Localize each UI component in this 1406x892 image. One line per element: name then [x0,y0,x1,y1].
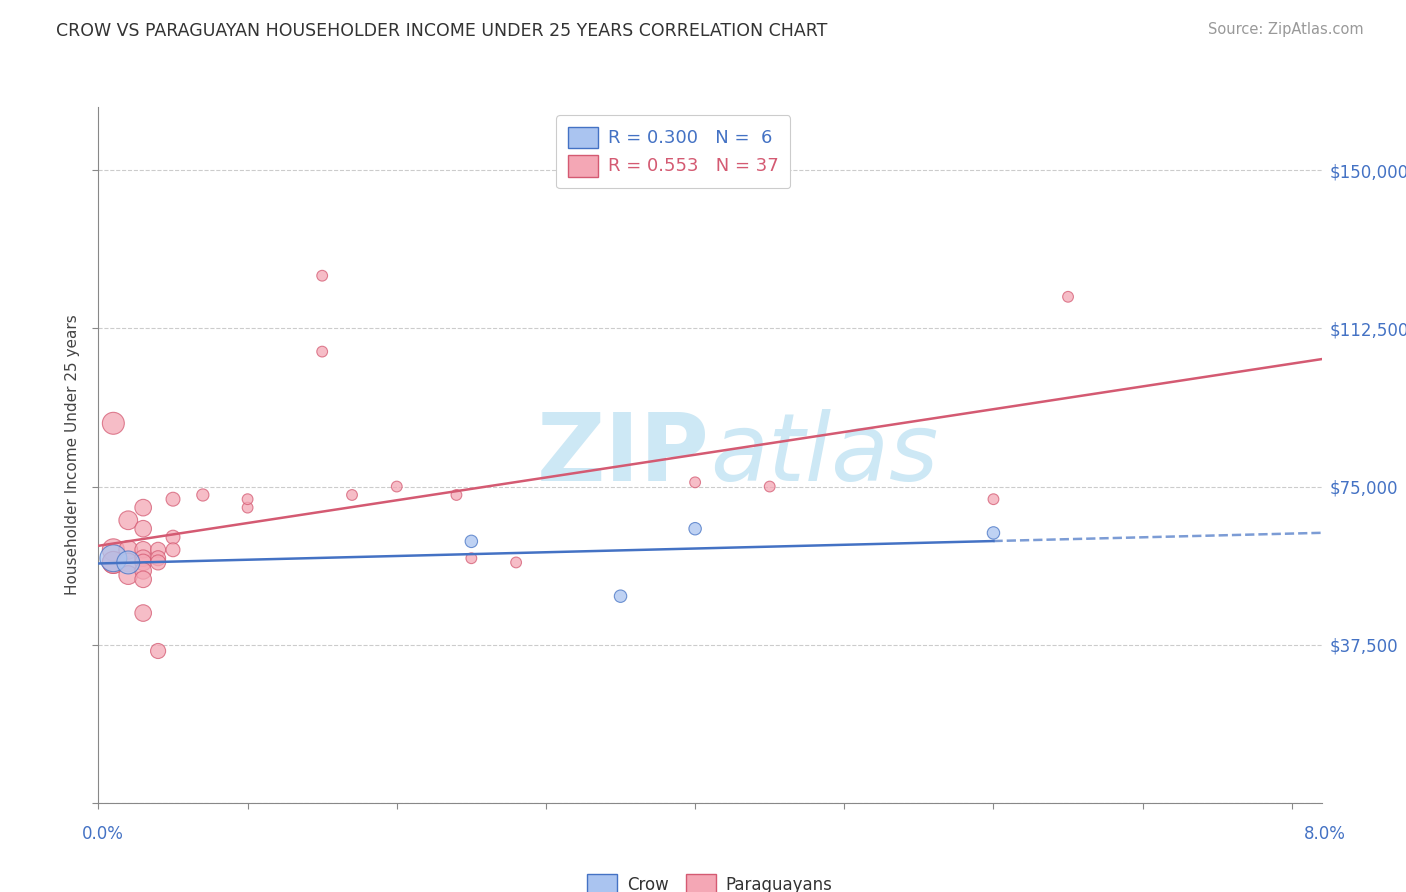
Point [146,551,169,566]
Point [103,556,125,570]
Point [191,488,214,502]
Point [132,606,155,620]
Point [236,500,259,515]
Point [132,556,155,570]
Point [340,488,363,502]
Point [132,500,155,515]
Y-axis label: Householder Income Under 25 years: Householder Income Under 25 years [65,315,80,595]
Point [683,475,706,490]
Legend: Crow, Paraguayans: Crow, Paraguayans [581,868,839,892]
Point [609,589,631,603]
Point [146,644,169,658]
Point [311,344,333,359]
Point [385,479,408,493]
Text: 0.0%: 0.0% [82,825,124,843]
Point [162,542,184,557]
Point [103,417,125,431]
Text: CROW VS PARAGUAYAN HOUSEHOLDER INCOME UNDER 25 YEARS CORRELATION CHART: CROW VS PARAGUAYAN HOUSEHOLDER INCOME UN… [56,22,828,40]
Point [132,542,155,557]
Point [117,568,139,582]
Point [162,492,184,507]
Point [132,522,155,536]
Point [162,530,184,544]
Text: ZIP: ZIP [537,409,710,501]
Point [117,513,139,527]
Point [103,542,125,557]
Point [132,572,155,586]
Text: 8.0%: 8.0% [1303,825,1346,843]
Point [758,479,780,493]
Point [1057,290,1080,304]
Text: Source: ZipAtlas.com: Source: ZipAtlas.com [1208,22,1364,37]
Point [460,534,482,549]
Point [311,268,333,283]
Point [683,522,706,536]
Point [983,525,1005,540]
Point [103,556,125,570]
Point [117,542,139,557]
Point [146,556,169,570]
Point [132,564,155,578]
Point [983,492,1005,507]
Text: atlas: atlas [710,409,938,500]
Point [460,551,482,566]
Point [236,492,259,507]
Point [117,556,139,570]
Point [505,556,527,570]
Point [146,542,169,557]
Point [132,551,155,566]
Point [117,556,139,570]
Point [103,551,125,566]
Point [446,488,468,502]
